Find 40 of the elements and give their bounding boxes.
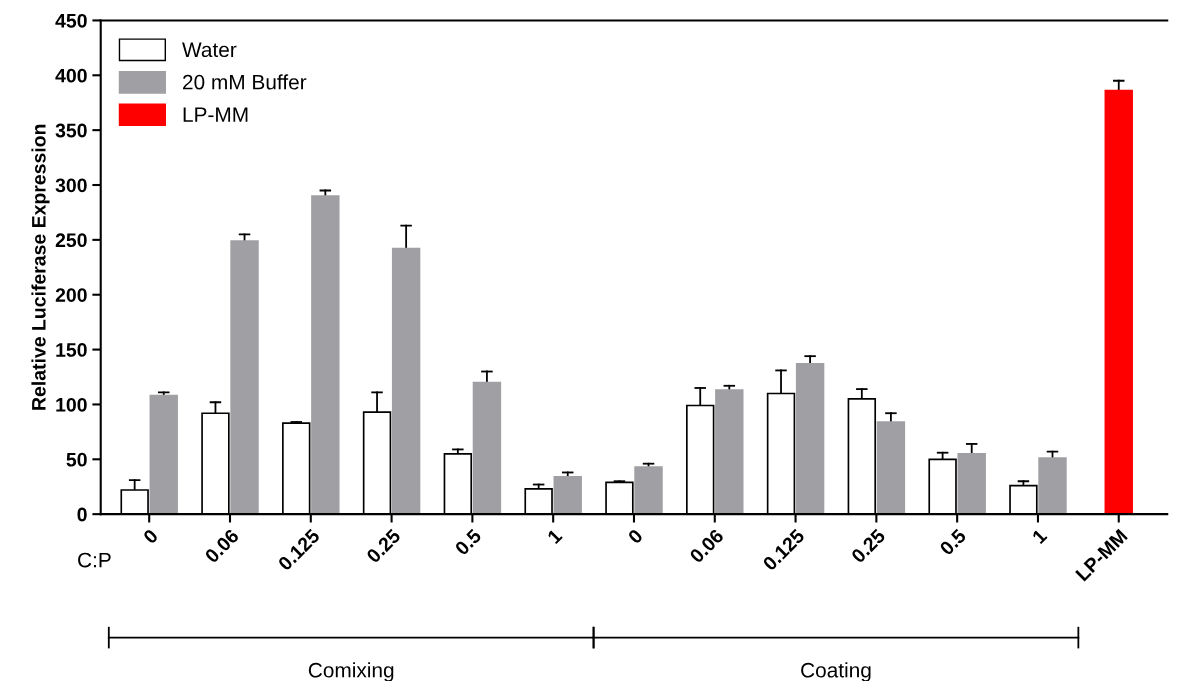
bar xyxy=(634,466,663,515)
y-tick-label: 250 xyxy=(55,233,87,248)
x-tick-label: 1 xyxy=(1031,528,1048,545)
x-tick-label: 0.25 xyxy=(365,528,402,564)
y-axis-title: Relative Luciferase Expression xyxy=(31,124,50,410)
bar xyxy=(230,240,259,515)
y-tick-label: 450 xyxy=(55,13,87,28)
x-tick-label: 0.5 xyxy=(454,528,483,557)
text: C:P xyxy=(78,552,111,568)
legend-label: 20 mM Buffer xyxy=(183,74,307,90)
x-tick-label: 0.25 xyxy=(850,528,887,564)
text: Comixing xyxy=(308,662,394,681)
bar xyxy=(715,389,744,515)
y-tick-label: 100 xyxy=(56,397,87,412)
legend-label: LP-MM xyxy=(183,107,248,122)
text: Coating xyxy=(801,662,871,681)
bar xyxy=(391,247,421,515)
bar xyxy=(149,394,178,515)
bar xyxy=(1038,457,1067,515)
bar xyxy=(472,381,502,515)
y-tick-label: 0 xyxy=(77,507,87,522)
y-tick-label: 200 xyxy=(55,288,87,302)
x-tick-label: 1 xyxy=(546,528,563,545)
x-tick-label: 0.06 xyxy=(688,528,725,564)
legend-label: Water xyxy=(182,42,237,58)
bar xyxy=(311,195,340,515)
y-tick-label: 400 xyxy=(55,68,87,83)
bar xyxy=(957,452,986,515)
x-tick-label: 0.5 xyxy=(938,528,967,557)
bar xyxy=(795,363,825,515)
y-tick-label: 300 xyxy=(55,178,87,193)
y-tick-label: 50 xyxy=(66,452,87,467)
x-tick-label: 0 xyxy=(142,528,159,545)
bar xyxy=(1104,89,1133,515)
y-tick-label: 350 xyxy=(55,123,87,138)
x-tick-label: 0 xyxy=(627,528,644,545)
x-tick-label: 0.06 xyxy=(204,528,240,564)
y-tick-label: 150 xyxy=(56,343,87,357)
bar xyxy=(876,421,906,515)
bar xyxy=(553,476,582,515)
